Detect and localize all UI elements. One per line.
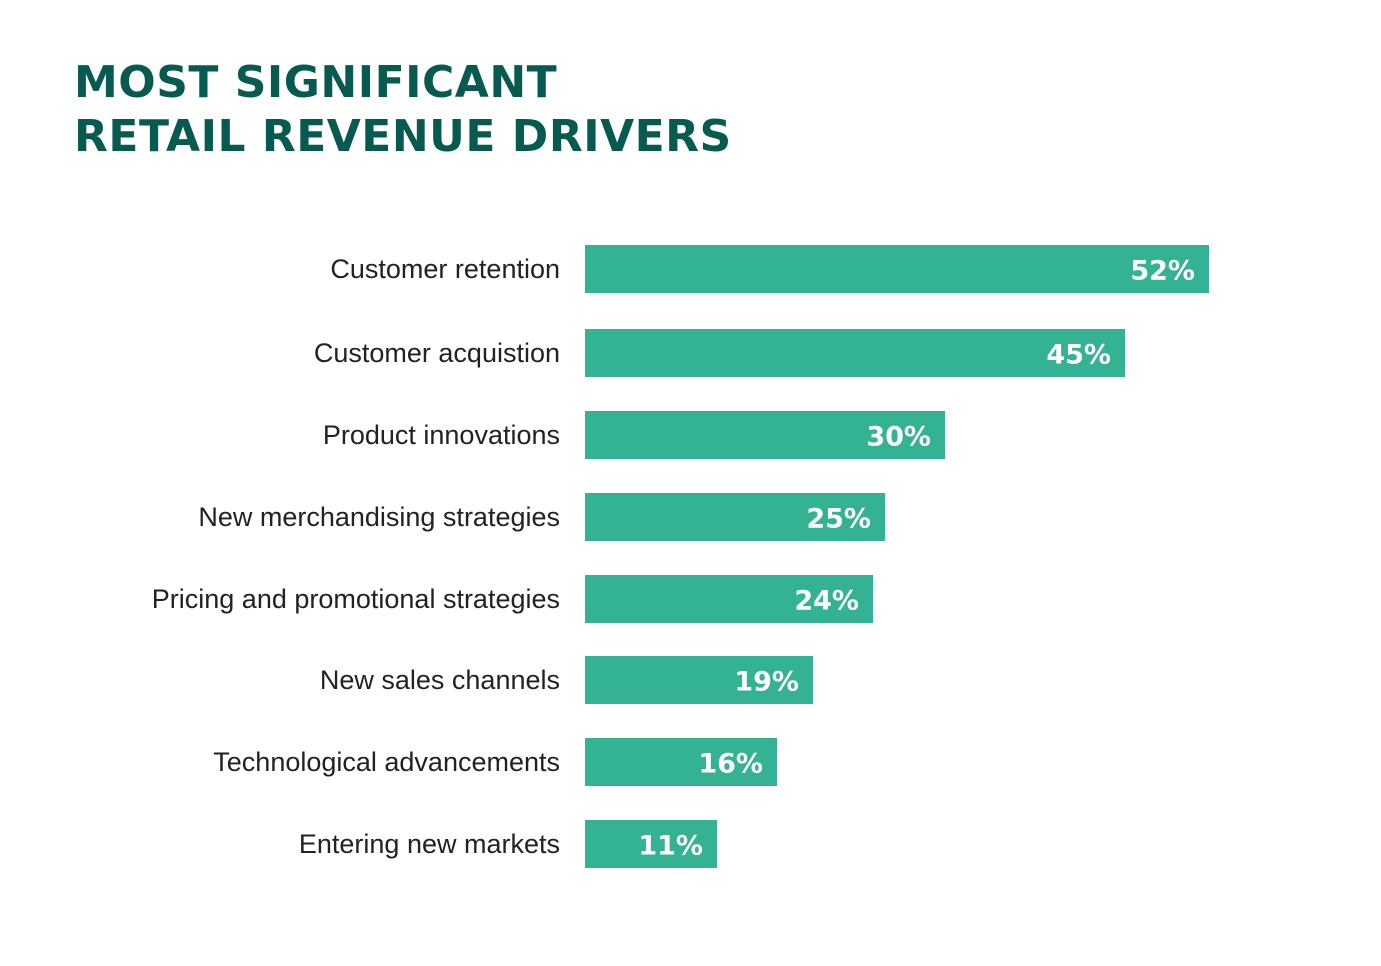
value-label: 24% — [794, 586, 859, 617]
chart-title-line-2: RETAIL REVENUE DRIVERS — [74, 111, 732, 162]
category-label: New sales channels — [320, 665, 560, 695]
bar — [585, 329, 1125, 377]
chart-title: MOST SIGNIFICANT RETAIL REVENUE DRIVERS — [74, 56, 732, 164]
category-label: Technological advancements — [213, 747, 560, 777]
bar — [585, 575, 873, 623]
bar — [585, 656, 813, 704]
value-label: 25% — [806, 504, 871, 535]
value-label: 19% — [734, 667, 799, 698]
value-label: 52% — [1130, 256, 1195, 287]
value-label: 45% — [1046, 340, 1111, 371]
value-label: 11% — [638, 831, 703, 862]
bar — [585, 820, 717, 868]
category-label: Pricing and promotional strategies — [152, 584, 560, 614]
chart-title-line-1: MOST SIGNIFICANT — [74, 57, 558, 108]
category-label: Product innovations — [323, 420, 560, 450]
category-label: New merchandising strategies — [198, 502, 560, 532]
bar — [585, 738, 777, 786]
value-label: 16% — [698, 749, 763, 780]
bar — [585, 411, 945, 459]
value-label: 30% — [866, 422, 931, 453]
category-label: Customer retention — [330, 254, 560, 284]
category-label: Entering new markets — [299, 829, 560, 859]
category-label: Customer acquistion — [314, 338, 560, 368]
bar — [585, 245, 1209, 293]
bar — [585, 493, 885, 541]
